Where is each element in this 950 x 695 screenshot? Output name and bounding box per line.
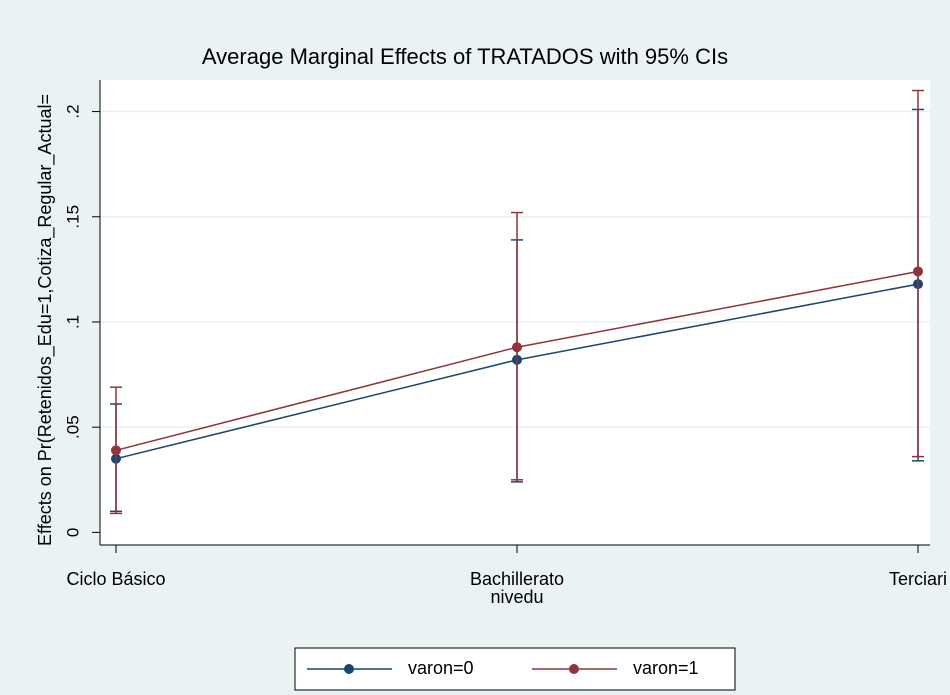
x-tick-label: Terciari [889,569,947,589]
plot-area [100,80,930,545]
point [913,266,923,277]
x-axis-label: nivedu [490,587,543,607]
y-tick-label: 0 [63,528,82,537]
y-tick-label: .15 [63,205,82,229]
x-tick-label: Bachillerato [470,569,564,589]
point [512,342,522,353]
y-tick-label: .05 [63,415,82,439]
x-tick-label: Ciclo Básico [66,569,165,589]
y-axis-label: Effects on Pr(Retenidos_Edu=1,Cotiza_Reg… [35,94,56,546]
legend-marker [344,664,354,674]
point [111,445,121,456]
y-tick-label: .1 [63,315,82,329]
legend-marker [569,664,579,674]
legend-label: varon=0 [408,658,474,678]
chart-title: Average Marginal Effects of TRATADOS wit… [202,44,728,69]
legend-label: varon=1 [633,658,699,678]
y-tick-label: .2 [63,104,82,118]
